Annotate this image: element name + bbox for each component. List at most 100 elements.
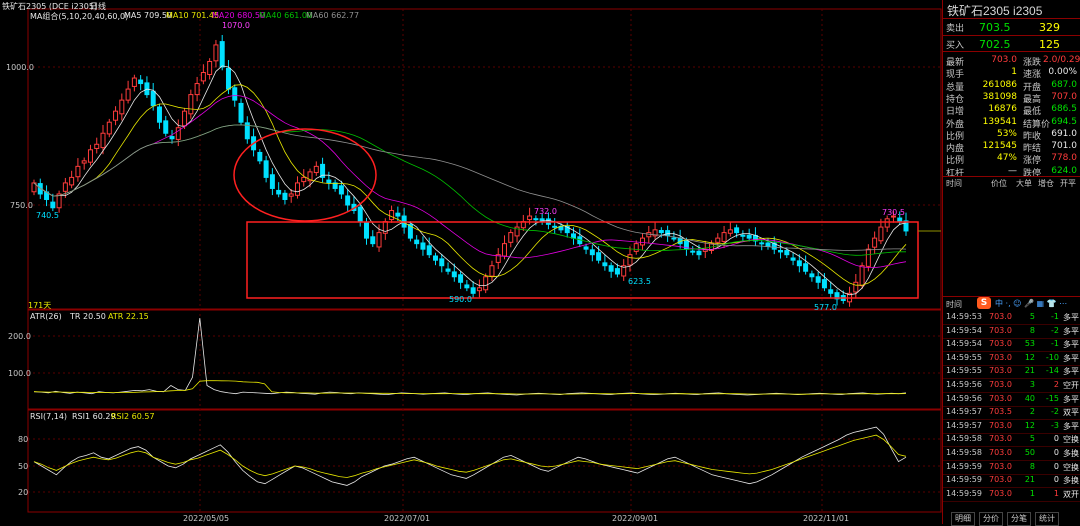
candle-body <box>320 163 326 178</box>
ime-toolbar[interactable]: 中 ·, ☺ 🎤 ▦ 👕 ⋯ <box>995 299 1068 308</box>
tick-row: 14:59:58 703.0 50 0 多换 <box>943 447 1080 460</box>
candle-body <box>602 262 608 267</box>
candle-body <box>69 176 75 186</box>
candle-body <box>859 265 865 287</box>
rsi-tick-20: 20 <box>18 488 29 497</box>
quote-value: 687.0 <box>1051 79 1077 90</box>
period-label[interactable]: 日线 <box>90 2 106 11</box>
candle-body <box>370 236 376 245</box>
ma-group-label: MA组合(5,10,20,40,60,0) <box>30 12 129 21</box>
candle-body <box>533 218 539 221</box>
candle-body <box>150 90 156 107</box>
candle-body <box>363 222 369 239</box>
chart-area[interactable]: 铁矿石2305 (DCE i2305) 日线 MA组合(5,10,20,40,6… <box>0 0 942 524</box>
candle-body <box>702 248 708 252</box>
quote-panel: 铁矿石2305 i2305 卖出 703.5 329 买入 702.5 125 … <box>942 0 1080 526</box>
tick-volume: 1 <box>1029 488 1035 498</box>
ma40-value: MA40 661.00 <box>259 11 313 20</box>
tick-volume: 40 <box>1024 393 1035 403</box>
quote-label: 外盘 <box>946 119 965 130</box>
candle-body <box>721 232 727 242</box>
tick-oi-change: -10 <box>1045 352 1059 362</box>
candle-body <box>489 265 495 277</box>
quote-value: 624.0 <box>1051 165 1077 176</box>
tick-row: 14:59:53 703.0 5 -1 多平 <box>943 311 1080 324</box>
candle-body <box>225 67 231 90</box>
quote-row: 内盘 121545 昨结 701.0 <box>943 139 1080 154</box>
tick-oi-change: -14 <box>1045 366 1059 376</box>
tick-price: 703.0 <box>989 461 1012 471</box>
tick-list-time-label: 时间 <box>946 300 962 309</box>
rsi-label: RSI(7,14) <box>30 412 68 421</box>
candle-body <box>56 193 62 209</box>
candle-body <box>627 254 633 266</box>
tick-type: 双开 <box>1063 489 1079 499</box>
quote-row: 日增 16876 最低 686.5 <box>943 102 1080 117</box>
candle-body <box>244 122 250 140</box>
quote-value: 381098 <box>982 91 1017 102</box>
buy-row: 买入 702.5 125 <box>946 38 1060 51</box>
sell-volume: 329 <box>1039 21 1060 34</box>
candle-body <box>527 215 533 221</box>
candle-body <box>62 182 68 192</box>
atr-pane-frame <box>27 309 942 410</box>
candle-body <box>87 149 93 163</box>
candle-body <box>671 237 677 240</box>
candle-body <box>156 106 162 123</box>
tick-volume: 8 <box>1029 461 1035 471</box>
candle-body <box>608 265 614 272</box>
quote-value: 686.5 <box>1051 104 1077 115</box>
tick-price: 703.0 <box>989 420 1012 430</box>
tr-line <box>33 317 907 396</box>
candle-body <box>200 72 206 82</box>
candle-body <box>508 232 514 243</box>
buy-price: 702.5 <box>979 38 1011 51</box>
tick-volume: 21 <box>1024 475 1035 485</box>
quote-row: 现手 1 速涨 0.00% <box>943 65 1080 80</box>
sell-row: 卖出 703.5 329 <box>946 21 1060 34</box>
candle-body <box>765 242 771 247</box>
tick-big-header: 大单 <box>1016 179 1032 188</box>
tick-time: 14:59:59 <box>946 461 982 471</box>
high-price-label: 1070.0 <box>222 21 250 30</box>
rsi1-value: RSI1 60.29 <box>72 412 116 421</box>
tick-row: 14:59:55 703.0 21 -14 多平 <box>943 365 1080 378</box>
candle-body <box>809 273 815 278</box>
atr-tick-200: 200.0 <box>8 332 31 341</box>
tick-type: 多换 <box>1063 449 1079 458</box>
tick-row: 14:59:59 703.0 8 0 空换 <box>943 461 1080 474</box>
tick-type-header: 开平 <box>1060 179 1076 188</box>
tick-price: 703.0 <box>989 380 1012 389</box>
candle-body <box>213 44 219 62</box>
buy-volume: 125 <box>1039 38 1060 51</box>
quote-label: 总量 <box>946 82 965 93</box>
candle-body <box>313 165 319 174</box>
atr-line <box>33 380 907 395</box>
candle-body <box>182 110 188 127</box>
tick-row: 14:59:59 703.0 21 0 多换 <box>943 474 1080 487</box>
tick-time-header: 时间 <box>946 179 962 188</box>
kline-chart[interactable] <box>0 0 942 524</box>
candle-body <box>884 218 890 228</box>
candle-body <box>853 281 859 293</box>
panel-title: 铁矿石2305 i2305 <box>947 4 1043 18</box>
candle-body <box>75 165 81 178</box>
candle-body <box>420 242 426 250</box>
candle-body <box>633 243 639 252</box>
mid-high-label: 732.0 <box>534 207 557 216</box>
sogou-logo-icon: S <box>977 297 991 309</box>
quote-label: 现手 <box>946 70 965 81</box>
quote-row: 最新 703.0 涨跌2.0/0.29% <box>943 53 1080 68</box>
tick-oi-change: -1 <box>1051 339 1059 349</box>
instrument-title: 铁矿石2305 (DCE i2305) <box>2 2 98 11</box>
candle-body <box>188 94 194 115</box>
quote-value: 703.0 <box>991 55 1017 65</box>
quote-label: 日增 <box>946 107 965 118</box>
tick-time: 14:59:53 <box>946 312 982 321</box>
candle-body <box>589 249 595 256</box>
low-left-label: 740.5 <box>36 211 59 220</box>
candle-body <box>834 292 840 300</box>
tick-price: 703.0 <box>989 339 1012 349</box>
tr-value: TR 20.50 <box>70 312 106 321</box>
ma5-line <box>33 65 907 296</box>
